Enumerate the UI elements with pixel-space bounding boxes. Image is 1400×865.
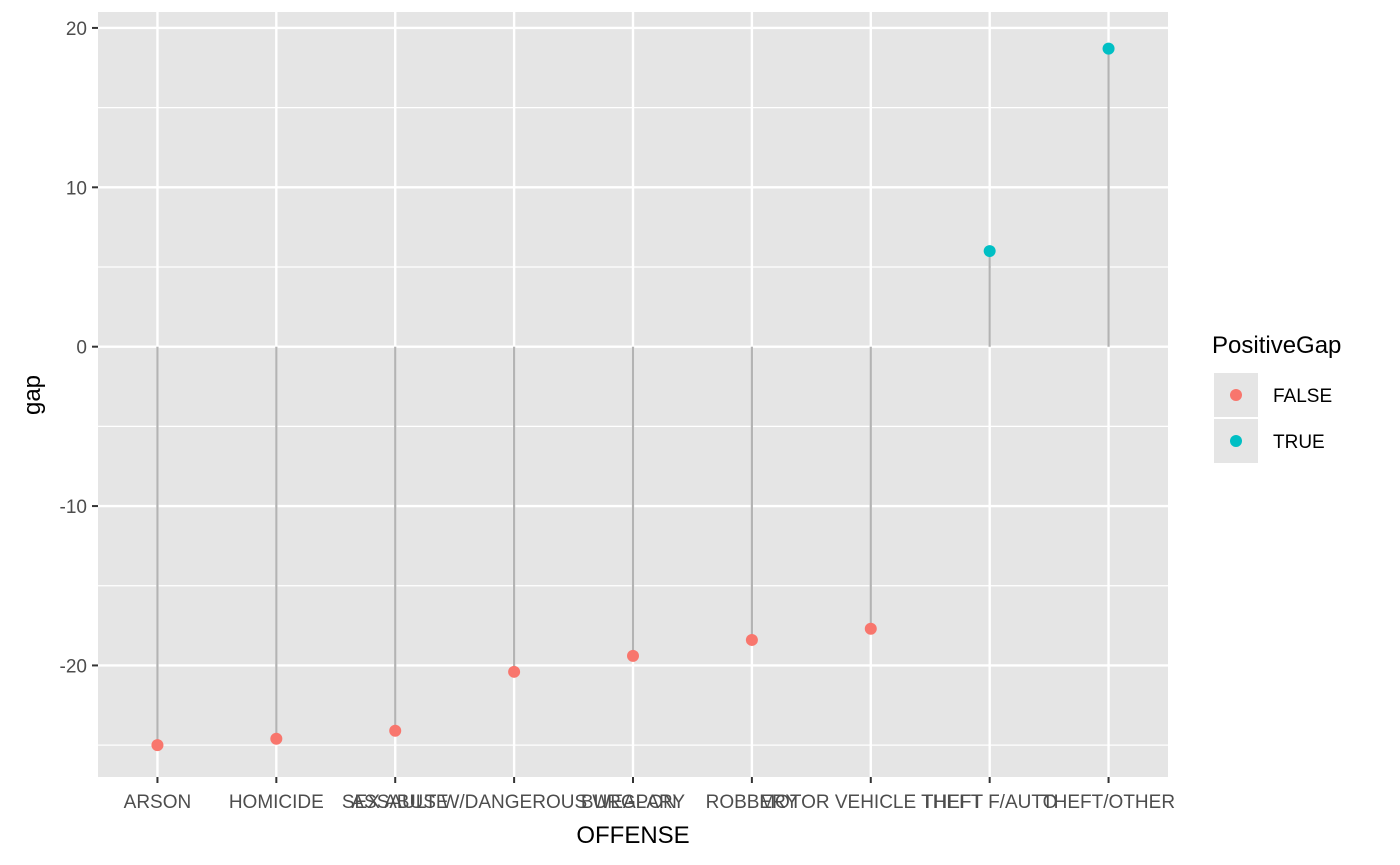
y-tick-labels: -20 -10 0 10 20 (60, 19, 87, 678)
data-point (508, 665, 521, 678)
data-point (151, 739, 164, 752)
y-tick-label: -10 (60, 497, 87, 518)
y-tick-label: 20 (66, 19, 87, 40)
y-axis-title: gap (19, 375, 46, 415)
data-point (389, 724, 402, 737)
data-points (151, 42, 1115, 752)
y-tick-label: -20 (60, 656, 87, 677)
y-tick-label: 10 (66, 178, 87, 199)
x-tick-label: ARSON (124, 792, 192, 813)
legend-label-false: FALSE (1273, 386, 1332, 407)
legend-label-true: TRUE (1273, 432, 1325, 453)
x-tick-label: ROBBERY (706, 792, 799, 813)
data-point (270, 732, 283, 745)
x-tick-label: HOMICIDE (229, 792, 324, 813)
x-tick-label: BURGLARY (581, 792, 686, 813)
legend-marker-false (1230, 389, 1242, 401)
lollipop-stems (156, 48, 1110, 746)
data-point (1102, 42, 1115, 55)
legend: PositiveGap FALSE TRUE (1212, 332, 1341, 463)
data-point (627, 649, 639, 662)
x-axis-title: OFFENSE (576, 822, 689, 849)
data-point (745, 633, 758, 646)
data-point (983, 245, 996, 258)
x-tick-label: MOTOR VEHICLE THEFT (759, 792, 982, 813)
legend-title: PositiveGap (1212, 332, 1341, 359)
y-tick-label: 0 (76, 338, 87, 359)
x-tick-label: THEFT F/AUTO (922, 792, 1057, 813)
x-tick-label: THEFT/OTHER (1042, 792, 1175, 813)
legend-marker-true (1230, 435, 1242, 447)
axis-ticks (92, 26, 1110, 783)
x-tick-label: ASSAULT W/DANGEROUS WEAPON (351, 792, 677, 813)
x-tick-label: SEX ABUSE (342, 792, 449, 813)
data-point (864, 622, 877, 635)
